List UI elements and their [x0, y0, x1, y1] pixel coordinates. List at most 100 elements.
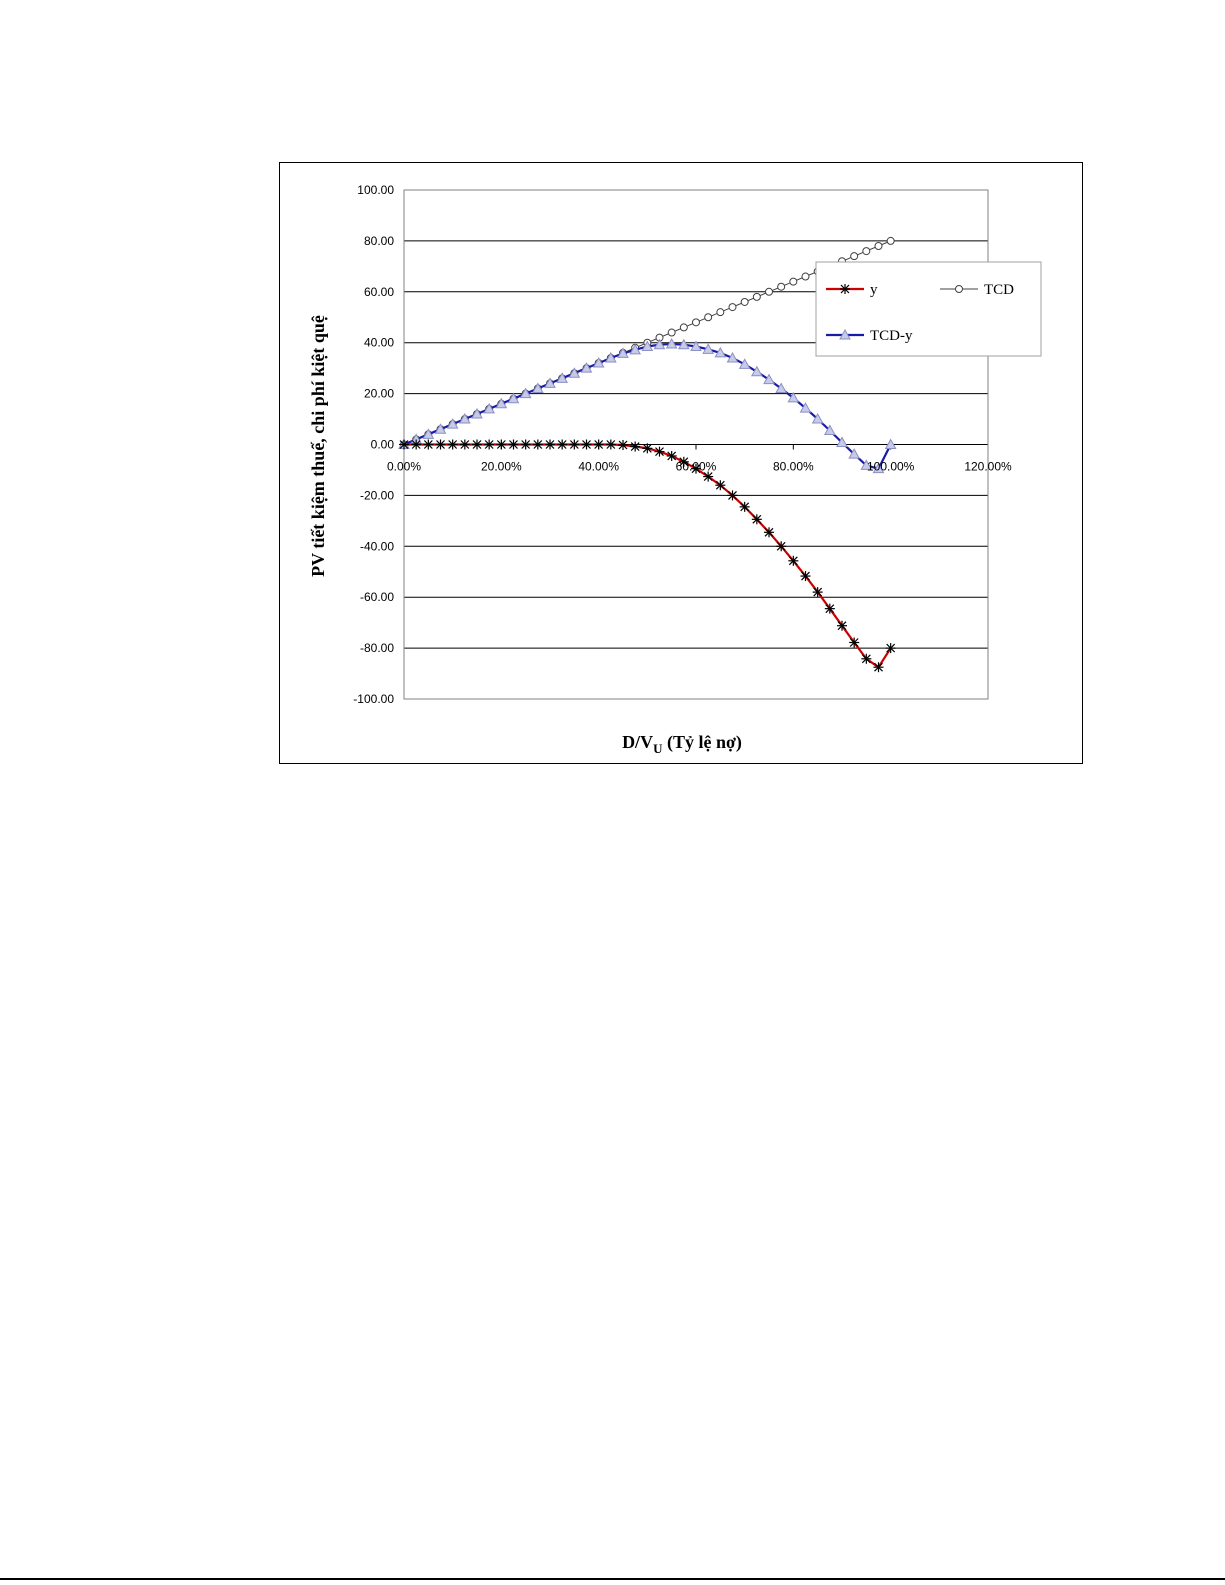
point-marker-triangle [641, 340, 654, 352]
x-axis-title-main: D/V [622, 732, 653, 752]
point-marker-asterisk [715, 480, 726, 491]
x-tick-label: 40.00% [578, 460, 619, 474]
point-marker-circle [874, 241, 883, 250]
point-marker-asterisk [532, 439, 543, 450]
point-marker-asterisk [423, 439, 434, 450]
point-marker-triangle [750, 365, 763, 377]
point-marker-triangle [763, 373, 775, 385]
point-marker-triangle [495, 397, 508, 409]
point-marker-asterisk [496, 439, 507, 450]
point-marker-asterisk [447, 439, 458, 450]
point-marker-circle [716, 308, 725, 317]
point-marker-asterisk [557, 439, 568, 450]
point-marker-triangle [531, 382, 544, 394]
point-marker-asterisk [581, 439, 592, 450]
point-marker-asterisk [764, 527, 774, 538]
point-marker-triangle [823, 424, 836, 436]
point-marker-triangle [738, 358, 751, 369]
point-marker-circle [886, 236, 895, 245]
point-marker-asterisk [435, 439, 446, 450]
y-tick-label: -20.00 [360, 488, 394, 502]
x-tick-label: 0.00% [387, 460, 421, 474]
point-marker-triangle [592, 357, 605, 368]
point-marker-triangle [811, 413, 824, 424]
y-tick-label: 0.00 [371, 438, 395, 452]
point-marker-circle [862, 247, 871, 256]
point-marker-triangle [775, 382, 788, 394]
point-marker-triangle [580, 362, 593, 373]
point-marker-asterisk [788, 555, 799, 566]
point-marker-asterisk [508, 439, 519, 450]
point-marker-asterisk [654, 446, 665, 457]
point-marker-asterisk [751, 514, 762, 525]
point-marker-asterisk [885, 643, 896, 654]
y-tick-label: 80.00 [364, 234, 394, 248]
point-marker-triangle [507, 392, 520, 404]
x-axis-title: D/VU (Tỷ lệ nợ) [622, 732, 742, 756]
point-marker-triangle [568, 367, 581, 378]
legend-label: TCD [984, 282, 1014, 298]
y-tick-label: 20.00 [364, 387, 394, 401]
point-marker-asterisk [727, 490, 738, 501]
point-marker-triangle [483, 402, 496, 414]
point-marker-asterisk [520, 439, 531, 450]
point-marker-circle [740, 297, 749, 306]
point-marker-asterisk [545, 439, 555, 450]
x-tick-label: 20.00% [481, 460, 522, 474]
point-marker-asterisk [800, 571, 811, 582]
point-marker-asterisk [703, 471, 714, 482]
point-marker-triangle [519, 387, 532, 399]
y-tick-label: -60.00 [360, 590, 394, 604]
point-marker-triangle [714, 346, 727, 358]
point-marker-triangle [690, 340, 702, 352]
point-marker-triangle [665, 337, 678, 349]
point-marker-triangle [860, 459, 873, 470]
x-axis-title-subscript: U [653, 741, 663, 756]
point-marker-circle [704, 313, 713, 322]
legend-item-TCD: TCD [940, 282, 1014, 298]
point-marker-asterisk [861, 653, 872, 664]
point-marker-triangle [799, 402, 812, 413]
legend-item-y: y [826, 282, 878, 298]
y-axis-title: PV tiết kiệm thuế, chi phí kiệt quệ [308, 315, 328, 577]
point-marker-asterisk [605, 439, 616, 450]
y-tick-label: 60.00 [364, 285, 394, 299]
point-marker-triangle [617, 347, 629, 358]
point-marker-asterisk [812, 587, 823, 598]
x-axis-title-suffix: (Tỷ lệ nợ) [662, 732, 741, 753]
point-marker-circle [777, 282, 786, 291]
point-marker-asterisk [618, 440, 628, 451]
point-marker-triangle [434, 423, 447, 434]
point-marker-asterisk [837, 620, 847, 631]
point-marker-asterisk [593, 439, 604, 450]
point-marker-circle [955, 285, 963, 293]
point-marker-asterisk [849, 637, 860, 648]
legend: y TCD TCD-y [815, 261, 1042, 357]
legend-box [815, 261, 1042, 357]
point-marker-triangle [544, 377, 556, 388]
point-marker-asterisk [642, 443, 653, 454]
point-marker-triangle [604, 351, 617, 363]
point-marker-asterisk [569, 439, 580, 450]
point-marker-triangle [458, 413, 471, 424]
legend-label: y [870, 282, 878, 298]
series-y [399, 439, 896, 673]
x-tick-label: 80.00% [773, 460, 814, 474]
point-marker-asterisk [484, 439, 495, 450]
legend-item-TCD-y: TCD-y [826, 328, 913, 344]
point-marker-triangle [629, 343, 642, 355]
point-marker-asterisk [472, 439, 482, 450]
y-tick-label: 40.00 [364, 336, 394, 350]
point-marker-triangle [677, 338, 690, 350]
x-tick-label: 60.00% [676, 460, 717, 474]
point-marker-circle [752, 292, 761, 301]
point-marker-triangle [839, 328, 851, 340]
series-layer [398, 236, 897, 673]
point-marker-circle [728, 303, 737, 312]
point-marker-asterisk [459, 439, 470, 450]
point-marker-triangle [884, 438, 897, 449]
series-line-y [404, 443, 892, 669]
point-marker-circle [801, 272, 810, 281]
x-tick-label: 100.00% [867, 460, 915, 474]
